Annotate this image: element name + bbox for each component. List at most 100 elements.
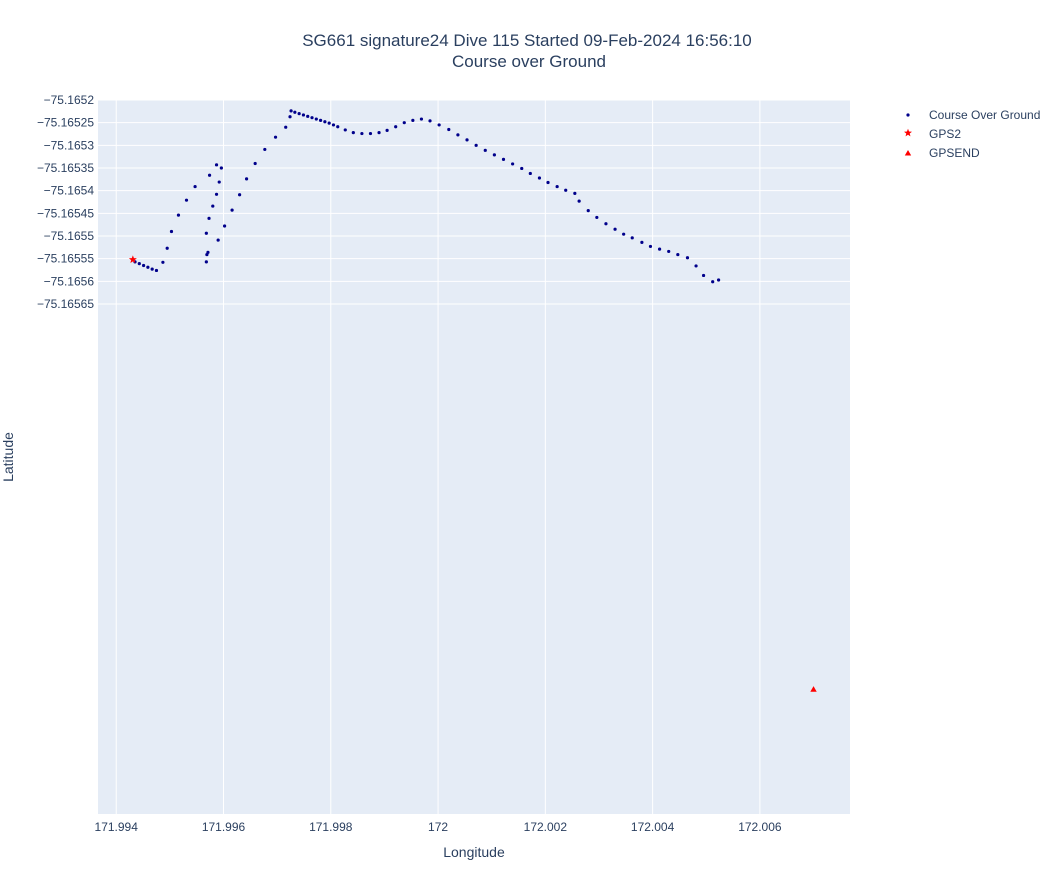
- x-tick-label: 172.004: [631, 820, 675, 834]
- course-over-ground-point: [360, 131, 364, 136]
- y-tick-label: −75.1654: [44, 184, 95, 198]
- course-over-ground-point: [586, 209, 590, 213]
- legend-item-course-over-ground[interactable]: Course Over Ground: [906, 108, 1040, 122]
- course-over-ground-point: [230, 208, 234, 212]
- course-over-ground-point: [648, 244, 653, 249]
- course-over-ground-point: [546, 180, 550, 185]
- course-over-ground-point: [385, 128, 389, 132]
- x-axis-title: Longitude: [443, 844, 505, 860]
- course-over-ground-point: [528, 171, 532, 176]
- y-tick-label: −75.16565: [37, 297, 94, 311]
- course-over-ground-point: [263, 147, 267, 152]
- course-over-ground-point: [351, 131, 355, 135]
- legend-dot-marker: [906, 113, 910, 117]
- y-tick-label: −75.16545: [37, 206, 94, 220]
- chart-title-line2: Course over Ground: [452, 52, 606, 71]
- course-over-ground-point: [184, 198, 189, 202]
- course-over-ground-point: [537, 176, 542, 180]
- x-tick-label: 172.006: [738, 820, 782, 834]
- course-over-ground-point: [377, 131, 381, 135]
- course-over-ground-point: [520, 166, 524, 171]
- course-over-ground-point: [711, 280, 715, 284]
- course-over-ground-point: [327, 121, 331, 125]
- grid-lines: [98, 99, 850, 814]
- course-over-ground-point: [214, 163, 219, 167]
- course-over-ground-point: [146, 265, 150, 269]
- course-over-ground-point: [193, 184, 197, 189]
- course-over-ground-point: [685, 256, 690, 260]
- course-over-ground-point: [222, 224, 227, 228]
- course-over-ground-point: [217, 180, 221, 184]
- course-over-ground-point: [244, 177, 249, 181]
- course-over-ground-point: [207, 216, 211, 220]
- course-over-ground-point: [630, 236, 634, 240]
- y-tick-label: −75.16535: [37, 161, 94, 175]
- course-over-ground-point: [211, 204, 215, 208]
- y-tick-label: −75.1652: [44, 93, 95, 107]
- course-over-ground-point: [310, 116, 314, 120]
- legend-star-marker: [904, 128, 912, 137]
- course-over-ground-point: [577, 199, 581, 203]
- course-over-ground-point: [331, 123, 336, 127]
- legend-triangle-marker: [904, 150, 912, 156]
- y-tick-label: −75.16555: [37, 252, 94, 266]
- x-axis-ticks: 171.994 171.996 171.998 172 172.002 172.004 17…: [95, 820, 782, 834]
- course-over-ground-point: [301, 113, 306, 117]
- legend-label: GPSEND: [929, 146, 980, 160]
- course-over-ground-point: [428, 119, 432, 123]
- course-over-ground-point: [474, 143, 478, 147]
- course-over-ground-point: [289, 109, 293, 113]
- course-over-ground-point: [314, 117, 318, 121]
- course-over-ground-point: [573, 191, 577, 195]
- course-over-ground-point: [165, 246, 169, 250]
- course-over-ground-point: [501, 157, 506, 161]
- x-tick-label: 171.994: [95, 820, 139, 834]
- course-over-ground-point: [640, 240, 644, 244]
- y-tick-label: −75.1653: [44, 138, 95, 152]
- x-tick-label: 171.996: [202, 820, 246, 834]
- course-over-ground-point: [176, 213, 181, 217]
- course-over-ground-point: [483, 148, 487, 152]
- course-over-ground-point: [368, 131, 373, 136]
- x-tick-label: 171.998: [309, 820, 353, 834]
- gpsend-triangle-point: [810, 686, 817, 692]
- course-over-ground-point: [161, 260, 165, 264]
- course-over-ground-point: [595, 215, 599, 220]
- course-over-ground-point: [411, 118, 415, 122]
- course-over-ground-point: [456, 133, 460, 137]
- course-over-ground-point: [137, 262, 141, 266]
- course-over-ground-point: [336, 125, 340, 129]
- course-over-ground-point: [297, 112, 301, 116]
- course-over-ground-point: [564, 188, 568, 192]
- course-over-ground-point: [273, 135, 278, 139]
- course-over-ground-point: [288, 115, 292, 119]
- legend-item-gps2[interactable]: GPS2: [904, 127, 961, 141]
- course-over-ground-point: [293, 110, 297, 114]
- course-over-ground-point: [284, 125, 288, 129]
- course-over-ground-point: [204, 231, 208, 235]
- course-over-ground-point: [323, 120, 327, 124]
- course-over-ground-point: [676, 252, 680, 257]
- plot-area: [98, 100, 850, 814]
- y-axis-ticks: −75.1652 −75.16525 −75.1653 −75.16535 −75.16…: [37, 93, 94, 311]
- course-over-ground-point: [694, 264, 698, 268]
- course-over-ground-point: [204, 260, 208, 264]
- y-axis-title: Latitude: [0, 432, 16, 482]
- chart-title-line1: SG661 signature24 Dive 115 Started 09-Fe…: [302, 31, 752, 50]
- course-over-ground-point: [511, 162, 515, 166]
- course-over-ground-point: [402, 121, 406, 125]
- legend[interactable]: Course Over Ground GPS2 GPSEND: [904, 108, 1040, 160]
- course-over-ground-point: [141, 263, 146, 268]
- course-over-ground-point: [394, 125, 398, 129]
- legend-label: Course Over Ground: [929, 108, 1040, 122]
- course-over-ground-point: [205, 252, 209, 257]
- legend-item-gpsend[interactable]: GPSEND: [904, 146, 980, 160]
- course-over-ground-point: [701, 273, 706, 278]
- course-over-ground-point: [465, 138, 469, 142]
- course-over-ground-point: [216, 238, 220, 242]
- course-over-ground-point: [219, 166, 223, 170]
- course-over-ground-point: [437, 123, 441, 127]
- legend-label: GPS2: [929, 127, 961, 141]
- y-tick-label: −75.16525: [37, 116, 94, 130]
